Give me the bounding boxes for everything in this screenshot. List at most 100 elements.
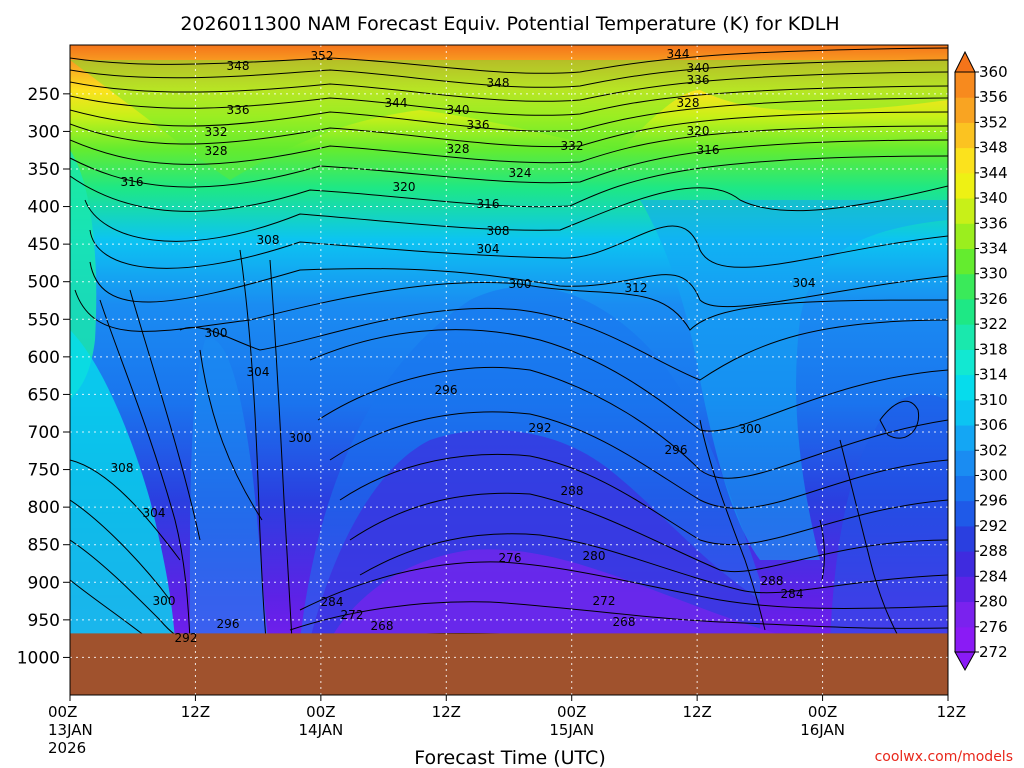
contour-label: 340 — [687, 61, 710, 75]
colorbar-swatch — [955, 273, 975, 300]
y-tick-label: 850 — [28, 536, 60, 556]
y-tick-label: 350 — [28, 160, 60, 180]
x-tick-sublabel: 16JAN — [800, 721, 845, 739]
contour-label: 304 — [247, 365, 270, 379]
y-tick-label: 950 — [28, 611, 60, 631]
contour-label: 300 — [739, 422, 762, 436]
y-tick-label: 700 — [28, 423, 60, 443]
ground-surface — [70, 633, 948, 695]
contour-label: 332 — [205, 125, 228, 139]
contour-label: 308 — [487, 224, 510, 238]
contour-label: 280 — [583, 549, 606, 563]
contour-label: 304 — [477, 242, 500, 256]
colorbar-swatch — [955, 298, 975, 325]
colorbar-swatch — [955, 198, 975, 224]
y-tick-label: 500 — [28, 273, 60, 293]
plot-area — [70, 45, 948, 695]
credit-text: coolwx.com/models — [875, 749, 1013, 765]
contour-label: 336 — [467, 118, 490, 132]
colorbar-label: 344 — [979, 164, 1008, 182]
colorbar-label: 322 — [979, 315, 1008, 333]
contour-label: 316 — [121, 175, 144, 189]
right-trough — [640, 200, 948, 560]
colorbar-swatch — [955, 349, 975, 376]
colorbar-label: 352 — [979, 113, 1008, 131]
contour-label: 328 — [205, 144, 228, 158]
contour-label: 332 — [561, 139, 584, 153]
colorbar-swatch — [955, 399, 975, 426]
contour-label: 352 — [311, 49, 334, 63]
contour-label: 308 — [257, 233, 280, 247]
coldest-core — [320, 549, 800, 660]
y-tick-label: 750 — [28, 461, 60, 481]
colorbar-extend-bottom — [954, 651, 976, 672]
colorbar-swatch — [955, 551, 975, 577]
y-tick-label: 300 — [28, 122, 60, 142]
colorbar-swatch — [955, 374, 975, 401]
contour-label: 300 — [509, 277, 532, 291]
contour-label: 320 — [393, 180, 416, 194]
x-tick-sublabel: 2026 — [48, 739, 86, 757]
colorbar-swatch — [955, 601, 975, 628]
y-tick-label: 1000 — [17, 648, 60, 668]
colorbar-label: 302 — [979, 441, 1008, 459]
plume-12z-13jan — [189, 338, 268, 640]
colorbar-swatch — [955, 626, 975, 653]
contour-label: 308 — [111, 461, 134, 475]
colorbar-label: 326 — [979, 290, 1008, 308]
x-tick-label: 00Z — [48, 703, 77, 721]
colorbar-swatch — [955, 576, 975, 603]
y-tick-label: 600 — [28, 348, 60, 368]
chart-title: 2026011300 NAM Forecast Equiv. Potential… — [180, 13, 839, 35]
colorbar-label: 318 — [979, 340, 1008, 358]
contour-label: 292 — [175, 631, 198, 645]
colorbar-swatch — [955, 450, 975, 476]
x-tick-sublabel: 14JAN — [298, 721, 343, 739]
contour-label: 320 — [687, 124, 710, 138]
colorbar-label: 306 — [979, 416, 1008, 434]
x-tick-label: 00Z — [557, 703, 586, 721]
contour-label: 336 — [687, 73, 710, 87]
colorbar-label: 280 — [979, 593, 1008, 611]
contour-label: 268 — [613, 615, 636, 629]
colorbar-label: 288 — [979, 542, 1008, 560]
upper-green-dip — [70, 60, 948, 180]
contour-label: 304 — [143, 506, 166, 520]
contour-label: 296 — [665, 443, 688, 457]
contour-label: 344 — [667, 47, 690, 61]
contour-label: 284 — [781, 587, 804, 601]
colorbar-swatch — [955, 500, 975, 527]
contour-label: 272 — [593, 594, 616, 608]
contour-label: 336 — [227, 103, 250, 117]
colorbar-label: 310 — [979, 391, 1008, 409]
x-tick-label: 00Z — [306, 703, 335, 721]
colorbar-swatch — [955, 147, 975, 174]
y-tick-label: 550 — [28, 310, 60, 330]
contour-label: 300 — [289, 431, 312, 445]
colorbar-swatch — [955, 425, 975, 451]
contour-label: 348 — [487, 76, 510, 90]
colorbar-swatch — [955, 172, 975, 199]
colorbar-label: 300 — [979, 466, 1008, 484]
colorbar-label: 356 — [979, 88, 1008, 106]
colorbar-swatch — [955, 248, 975, 275]
y-tick-label: 650 — [28, 385, 60, 405]
x-tick-label: 12Z — [937, 703, 966, 721]
y-tick-label: 450 — [28, 235, 60, 255]
contour-label: 304 — [793, 276, 816, 290]
colorbar-label: 296 — [979, 492, 1008, 510]
contour-label: 348 — [227, 59, 250, 73]
colorbar-label: 276 — [979, 618, 1008, 636]
x-tick-label: 12Z — [181, 703, 210, 721]
y-axis: 250 300 350 400 450 500 550 600 650 700 750 800 850 9… — [17, 85, 70, 668]
contour-label: 328 — [447, 142, 470, 156]
contour-label: 312 — [625, 281, 648, 295]
colorbar-label: 348 — [979, 139, 1008, 157]
y-tick-label: 800 — [28, 498, 60, 518]
contour-label: 272 — [341, 608, 364, 622]
colorbar-swatch — [955, 525, 975, 552]
y-tick-label: 900 — [28, 573, 60, 593]
contour-label: 316 — [697, 143, 720, 157]
